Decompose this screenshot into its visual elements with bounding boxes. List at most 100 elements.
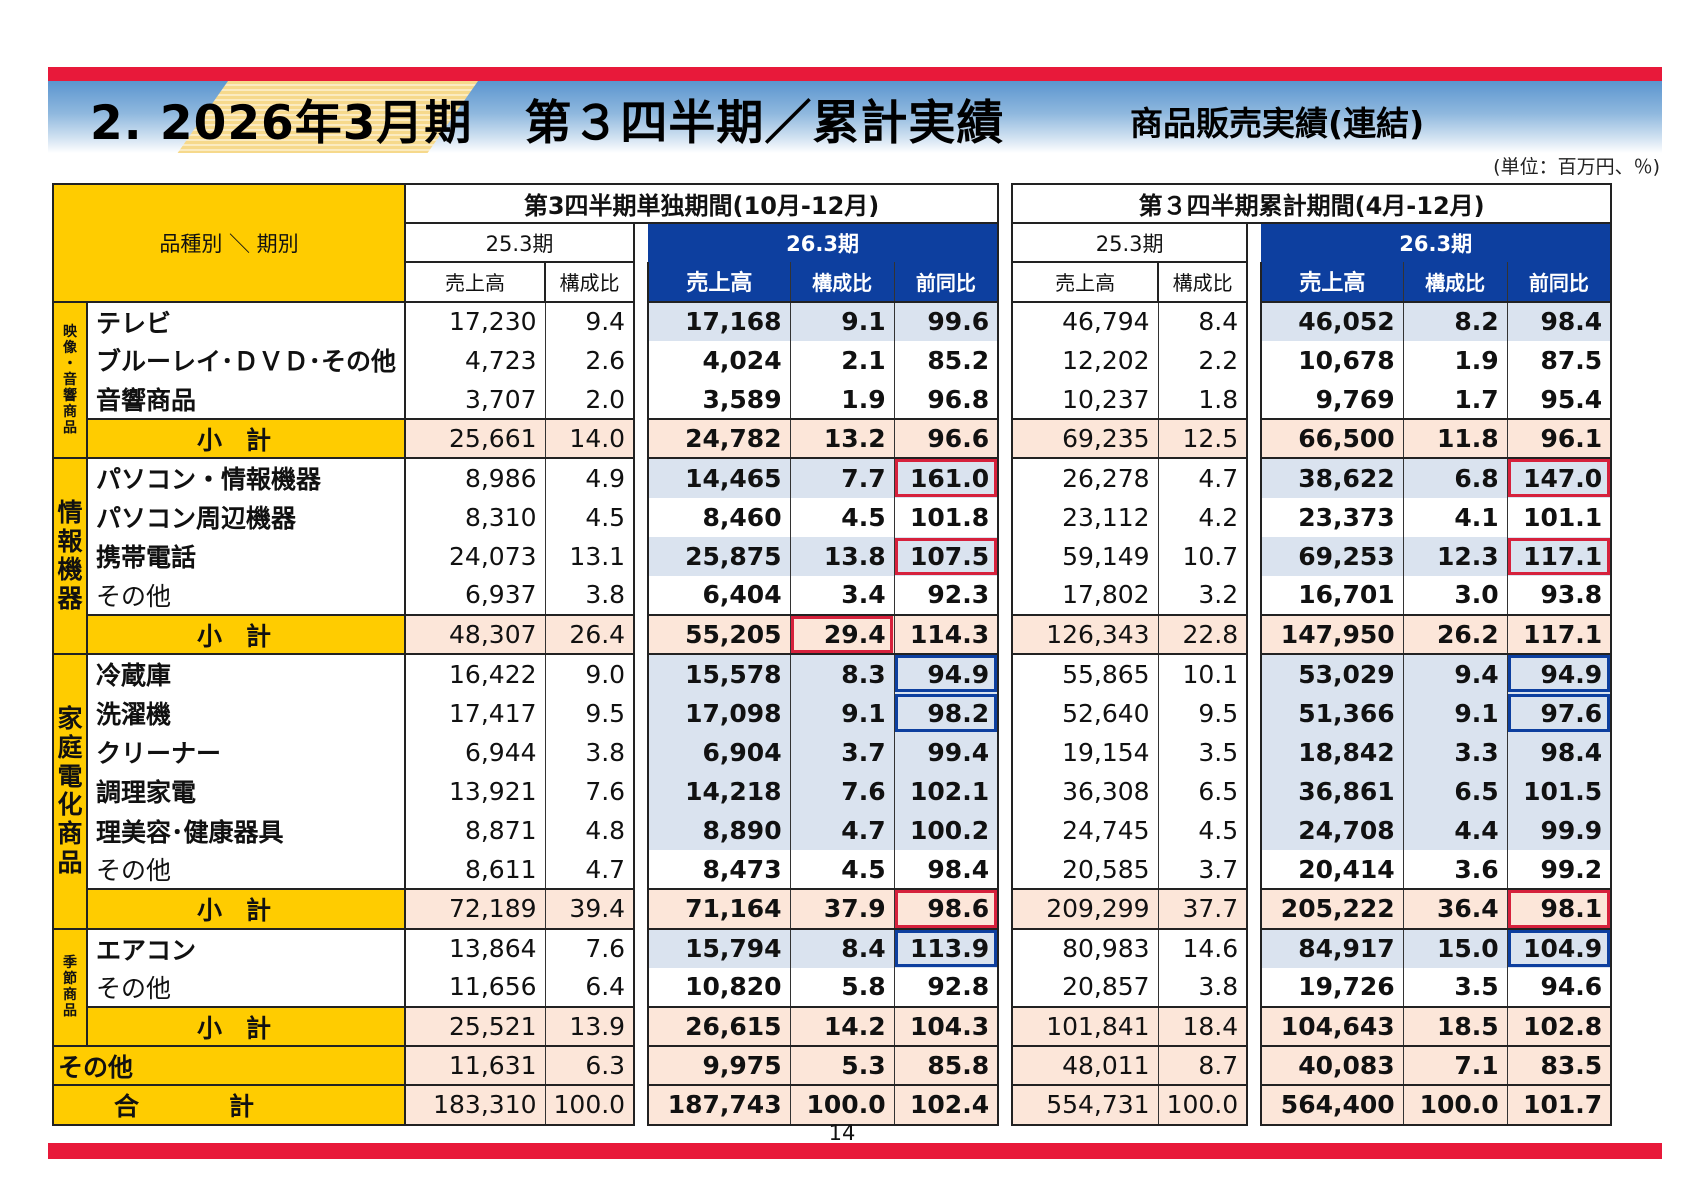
cell-cum-sales: 84,917 (1260, 927, 1404, 968)
cell-cum-yoy: 96.1 (1506, 418, 1613, 460)
cell-cum-ratio: 1.9 (1402, 340, 1508, 380)
cell-cum-prev-ratio: 3.2 (1157, 575, 1249, 616)
cell-cum-prev-ratio: 8.7 (1157, 1045, 1249, 1087)
cell-cum-ratio: 3.5 (1402, 967, 1508, 1007)
cell-q3-prev-sales: 6,944 (404, 732, 546, 772)
cell-cum-prev-ratio: 37.7 (1157, 888, 1249, 930)
cell-cum-prev-sales: 80,983 (1011, 927, 1159, 968)
cell-cum-ratio: 11.8 (1402, 418, 1508, 460)
cell-q3-prev-ratio: 4.9 (544, 457, 636, 498)
cell-q3-ratio: 4.5 (789, 850, 895, 890)
cell-q3-ratio: 100.0 (789, 1084, 895, 1126)
row-label: 冷蔵庫 (87, 653, 407, 694)
cell-q3-sales: 8,890 (647, 811, 791, 851)
cell-q3-ratio: 14.2 (789, 1005, 895, 1048)
cell-cum-sales: 16,701 (1260, 575, 1404, 616)
cell-q3-prev-ratio: 6.4 (544, 967, 636, 1007)
cell-q3-prev-ratio: 4.7 (544, 850, 636, 890)
cell-q3-yoy: 94.9 (893, 653, 1000, 694)
cell-cum-prev-ratio: 10.7 (1157, 536, 1249, 576)
cell-cum-sales: 36,861 (1260, 771, 1404, 811)
row-label: その他 (87, 575, 407, 616)
cell-q3-yoy: 96.6 (893, 418, 1000, 460)
cell-cum-prev-sales: 12,202 (1011, 340, 1159, 380)
cell-cum-prev-ratio: 12.5 (1157, 418, 1249, 460)
cell-q3-sales: 9,975 (647, 1045, 791, 1087)
cell-cum-prev-ratio: 3.8 (1157, 967, 1249, 1007)
cell-cum-yoy: 98.4 (1506, 732, 1613, 772)
cell-cum-sales: 53,029 (1260, 653, 1404, 694)
page-title-period: 2. 2026年3月期 (90, 96, 473, 151)
cell-cum-prev-sales: 20,857 (1011, 967, 1159, 1007)
cell-cum-sales: 20,414 (1260, 850, 1404, 890)
cell-cum-prev-ratio: 18.4 (1157, 1005, 1249, 1048)
table-row: 携帯電話 24,073 13.1 25,875 13.8 107.5 59,149 10.7 6… (53, 536, 1613, 576)
table-row: 映像・音響商品テレビ 17,230 9.4 17,168 9.1 99.6 46,794 8.… (52, 300, 1613, 460)
cell-q3-yoy: 96.8 (893, 379, 1000, 420)
cell-q3-prev-ratio: 9.0 (544, 653, 636, 694)
row-label: 理美容･健康器具 (87, 811, 407, 851)
cell-q3-prev-sales: 13,864 (404, 927, 546, 968)
row-label: テレビ (87, 301, 407, 341)
cell-cum-prev-sales: 101,841 (1011, 1005, 1159, 1048)
cell-cum-prev-ratio: 8.4 (1157, 301, 1249, 341)
cell-cum-prev-sales: 554,731 (1011, 1084, 1159, 1126)
cell-cum-sales: 19,726 (1260, 967, 1404, 1007)
row-label: パソコン周辺機器 (87, 497, 407, 537)
cell-cum-ratio: 6.5 (1402, 771, 1508, 811)
cell-cum-ratio: 9.1 (1402, 693, 1508, 733)
cell-q3-sales: 71,164 (647, 888, 791, 930)
cell-cum-prev-sales: 46,794 (1011, 301, 1159, 341)
cum-prev-period: 25.3期 (1011, 223, 1248, 264)
cell-q3-sales: 10,820 (647, 967, 791, 1007)
row-label: ブルーレイ･ＤＶＤ･その他 (87, 340, 407, 380)
cell-q3-prev-ratio: 100.0 (544, 1084, 636, 1126)
cell-q3-sales: 3,589 (647, 379, 791, 420)
row-label: 携帯電話 (87, 536, 407, 576)
cell-cum-ratio: 18.5 (1402, 1005, 1508, 1048)
cell-q3-ratio: 5.8 (789, 967, 895, 1007)
cell-cum-prev-sales: 209,299 (1011, 888, 1159, 930)
cell-q3-yoy: 114.3 (893, 614, 1000, 656)
cell-cum-sales: 40,083 (1260, 1045, 1404, 1087)
subtotal-row: 小計 72,189 39.4 71,164 37.9 98.6 209,299 37.7 205… (53, 888, 1613, 930)
cell-q3-prev-ratio: 26.4 (544, 614, 636, 656)
col-header-ratio: 構成比 (1402, 262, 1508, 303)
cell-cum-yoy: 97.6 (1506, 693, 1613, 733)
cell-q3-ratio: 37.9 (789, 888, 895, 930)
cell-q3-prev-ratio: 14.0 (544, 418, 636, 460)
cell-cum-ratio: 3.6 (1402, 850, 1508, 890)
cell-cum-ratio: 4.1 (1402, 497, 1508, 537)
cell-cum-prev-ratio: 3.7 (1157, 850, 1249, 890)
col-header-sales: 売上高 (404, 262, 546, 303)
table-row: 音響商品 3,707 2.0 3,589 1.9 96.8 10,237 1.8 9,769 1.… (53, 379, 1613, 420)
row-label: クリーナー (87, 732, 407, 772)
cell-cum-yoy: 104.9 (1506, 927, 1613, 968)
cell-q3-prev-sales: 11,656 (404, 967, 546, 1007)
cell-q3-yoy: 92.8 (893, 967, 1000, 1007)
cell-q3-ratio: 4.7 (789, 811, 895, 851)
cell-q3-ratio: 1.9 (789, 379, 895, 420)
cell-cum-yoy: 83.5 (1506, 1045, 1613, 1087)
cell-cum-yoy: 87.5 (1506, 340, 1613, 380)
corner-label: 品種別 ＼ 期別 (51, 183, 407, 303)
cell-cum-ratio: 26.2 (1402, 614, 1508, 656)
cell-cum-ratio: 4.4 (1402, 811, 1508, 851)
cell-q3-sales: 15,794 (647, 927, 791, 968)
cell-cum-yoy: 117.1 (1506, 536, 1613, 576)
cell-q3-prev-sales: 6,937 (404, 575, 546, 616)
cell-cum-yoy: 101.5 (1506, 771, 1613, 811)
category-label: 家庭電化商品 (52, 653, 88, 930)
cell-q3-prev-sales: 16,422 (404, 653, 546, 694)
cell-q3-sales: 24,782 (647, 418, 791, 460)
cell-q3-sales: 187,743 (647, 1084, 791, 1126)
cell-cum-ratio: 9.4 (1402, 653, 1508, 694)
col-header-sales: 売上高 (647, 262, 791, 303)
cell-cum-sales: 147,950 (1260, 614, 1404, 656)
cell-q3-yoy: 99.4 (893, 732, 1000, 772)
cell-cum-ratio: 36.4 (1402, 888, 1508, 930)
cell-cum-yoy: 93.8 (1506, 575, 1613, 616)
cell-q3-ratio: 13.8 (789, 536, 895, 576)
cell-q3-ratio: 9.1 (789, 301, 895, 341)
table-row: 理美容･健康器具 8,871 4.8 8,890 4.7 100.2 24,745 4.5 24… (53, 811, 1613, 851)
